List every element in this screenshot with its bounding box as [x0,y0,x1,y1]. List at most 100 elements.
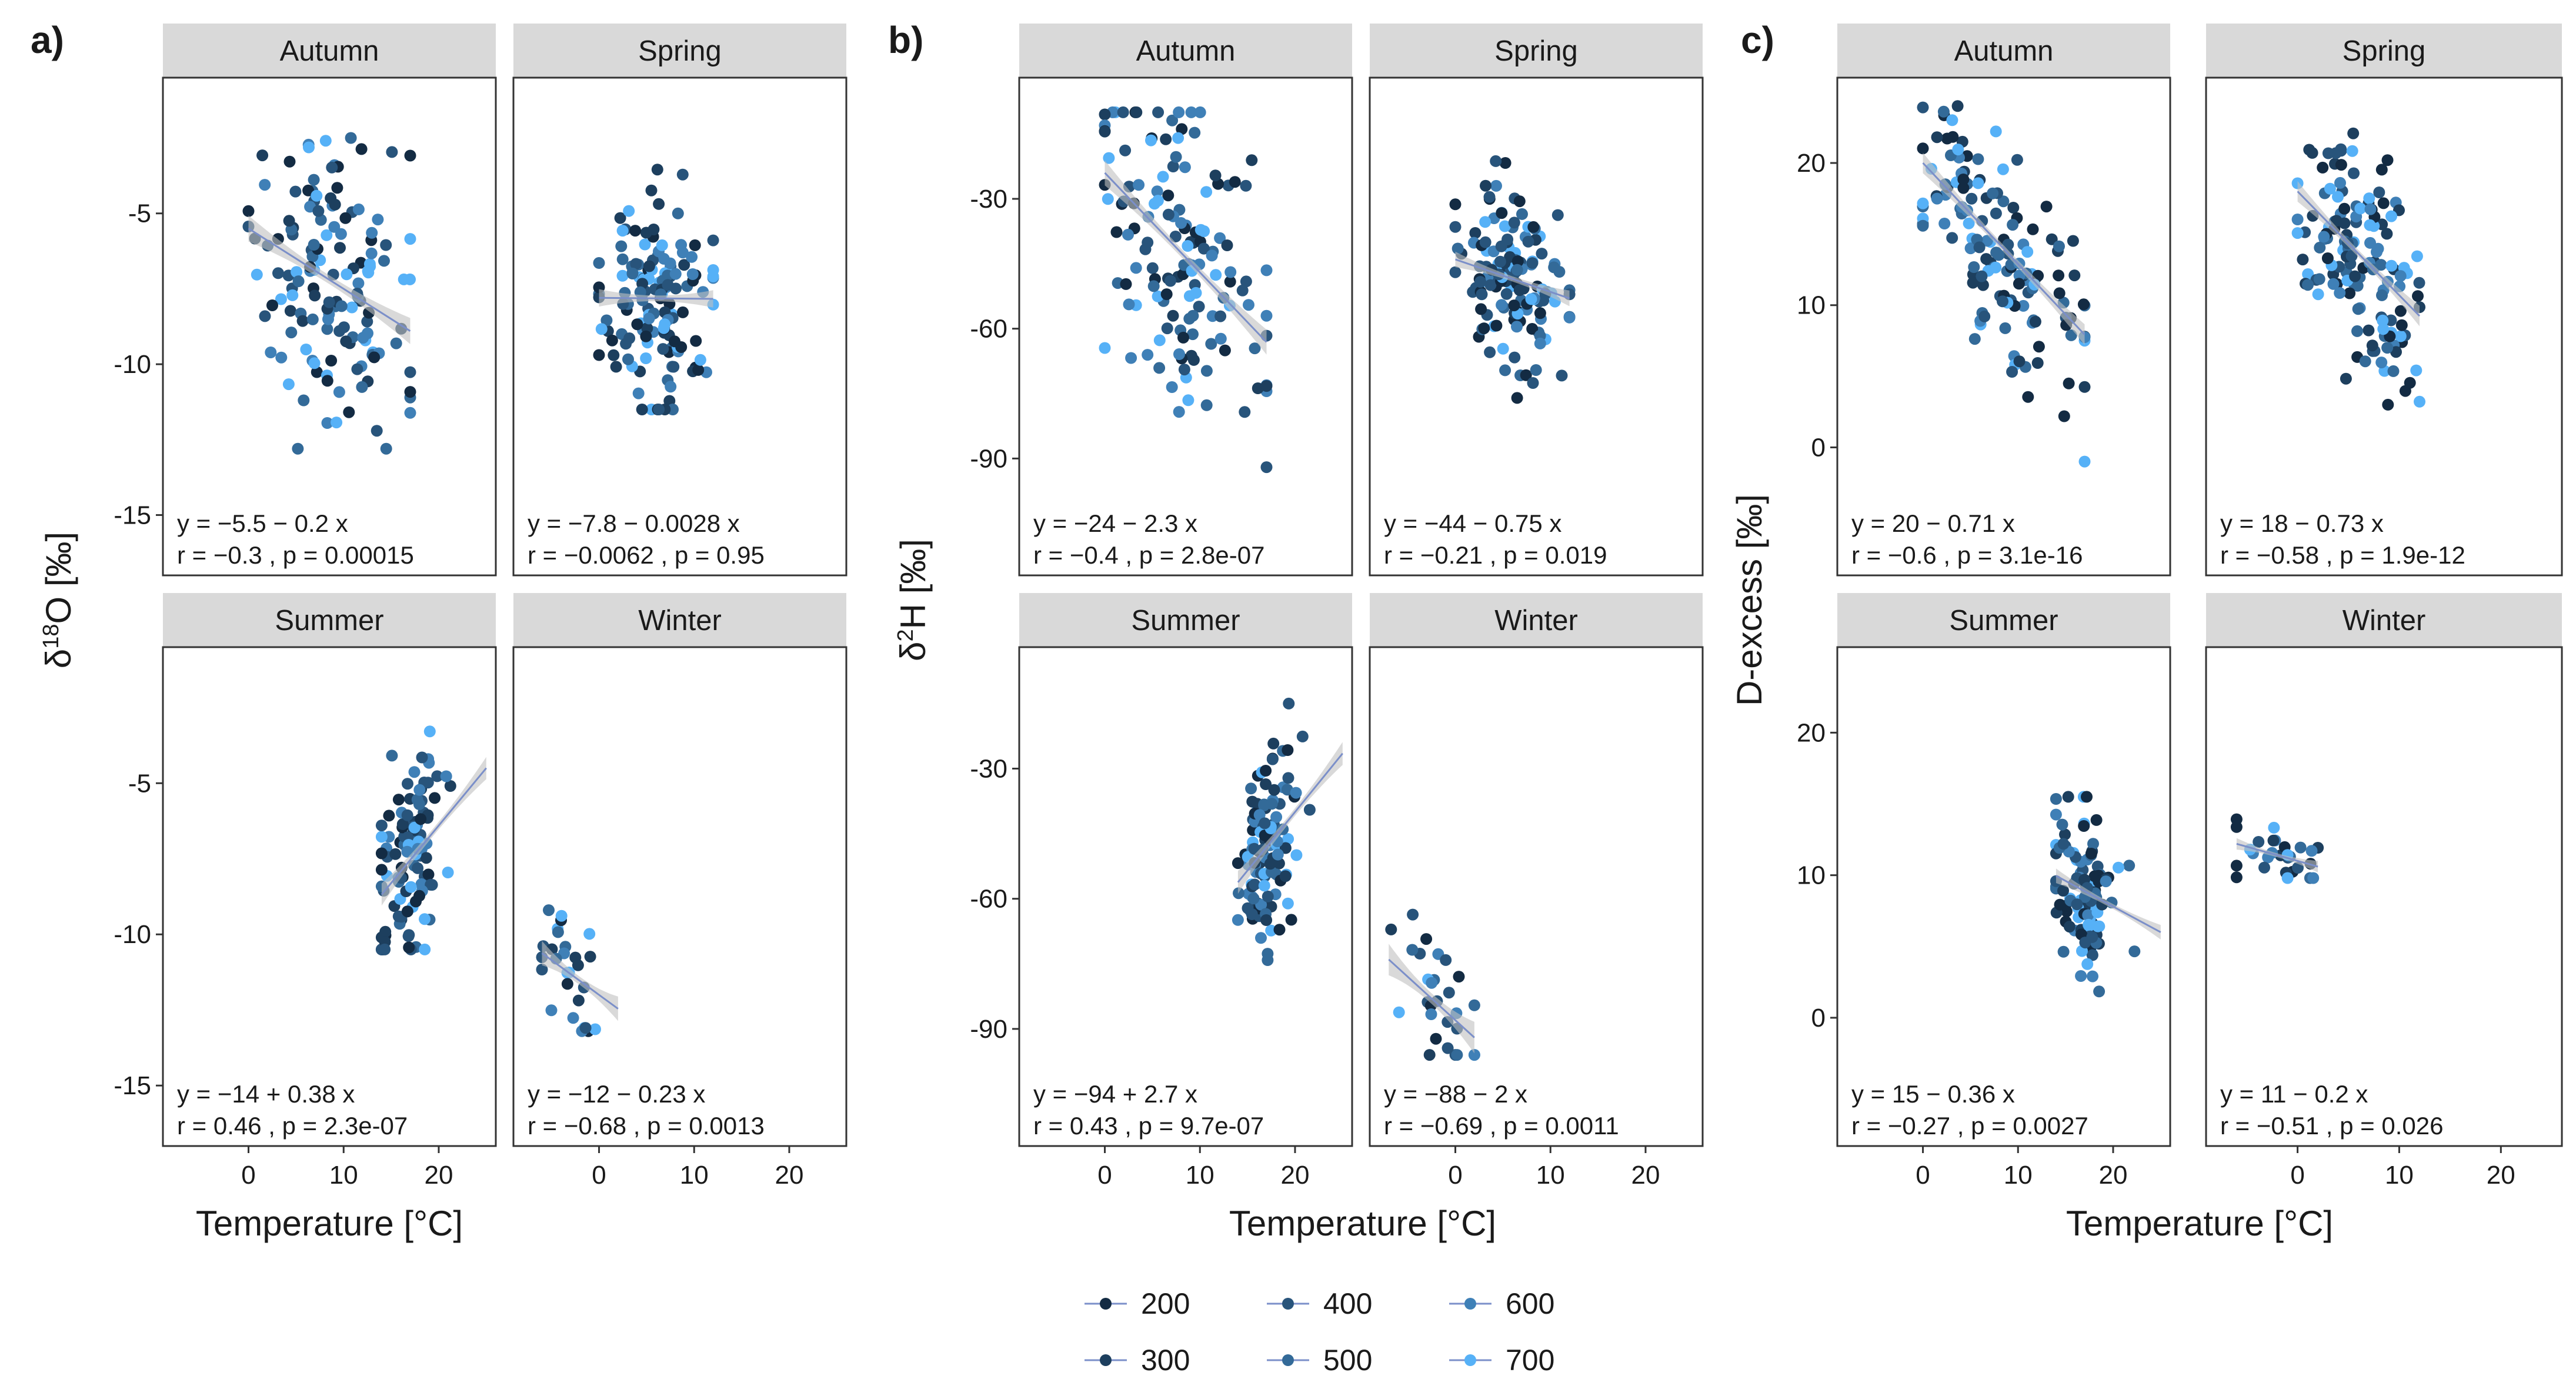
regression-equation: y = 20 − 0.71 x [1851,509,2015,537]
y-axis-title-text: δ18O [‰] [39,532,78,668]
data-point [622,353,634,365]
data-point [401,809,413,821]
data-point [425,878,437,891]
data-point [2053,269,2065,282]
y-tick-label: -90 [970,1015,1007,1044]
data-point [1499,220,1511,232]
data-point [567,1012,579,1024]
data-point [2081,958,2094,970]
data-point [1563,311,1576,324]
data-point [1123,298,1135,311]
data-point [593,349,605,361]
data-point [1385,923,1397,935]
regression-equation: y = −14 + 0.38 x [177,1080,355,1108]
data-point [1219,344,1231,357]
data-point [338,321,350,334]
data-point [334,242,346,254]
data-point [401,845,413,858]
data-point [1245,782,1257,795]
data-point [356,381,368,393]
data-point [1973,241,1986,254]
data-point [308,174,320,186]
data-point [2349,270,2361,282]
data-point [1187,328,1199,341]
regression-stats: r = 0.43 , p = 9.7e-07 [1033,1112,1264,1140]
data-point [328,221,341,233]
regression-equation: y = −24 − 2.3 x [1033,509,1197,537]
data-point [589,1023,601,1035]
x-axis-title: Temperature [°C] [2066,1204,2333,1243]
facet-strip-label: Spring [1494,35,1578,67]
data-point [1099,108,1111,121]
data-point [1247,892,1260,905]
data-point [383,810,395,822]
x-tick-label: 10 [329,1161,358,1190]
data-point [545,1004,558,1017]
facet-panel [512,646,847,1147]
data-point [593,257,605,269]
data-point [275,351,288,364]
data-point [1952,144,1964,156]
data-point [2033,341,2045,353]
facet-strip-label: Autumn [1136,35,1236,67]
data-point [1110,226,1123,238]
data-point [423,725,436,738]
facet-strip [513,593,846,647]
data-point [536,964,548,975]
data-point [1147,280,1160,292]
data-point [272,267,284,279]
data-point [2075,970,2087,982]
data-point [569,951,582,964]
data-point [2381,342,2394,354]
data-point [2013,355,2026,368]
data-point [413,890,425,902]
data-point [1449,198,1461,211]
data-point [1239,406,1251,418]
data-point [2059,828,2071,841]
data-point [1449,221,1461,233]
data-point [1525,293,1537,305]
data-point [2090,814,2103,826]
data-point [1990,125,2002,138]
data-point [2071,898,2083,911]
x-tick-label: 20 [2098,1161,2127,1190]
data-point [1229,176,1241,188]
data-point [2317,161,2329,174]
data-point [333,386,345,398]
data-point [1185,106,1197,118]
data-point [2351,325,2363,337]
data-point [1407,908,1419,921]
data-point [1200,365,1213,377]
data-point [2092,920,2104,932]
data-point [1480,179,1491,192]
data-point [659,318,671,331]
data-point [1509,351,1521,364]
data-point [2377,323,2390,335]
data-point [2371,246,2383,258]
data-point [2377,314,2389,327]
data-point [2366,339,2378,352]
data-point [1484,279,1497,291]
data-point [1279,842,1292,854]
data-point [1997,195,2010,208]
data-point [2359,355,2371,368]
data-point [648,224,660,235]
data-point [2313,273,2325,285]
data-point [672,207,684,219]
data-point [1197,242,1210,255]
data-point [1508,216,1520,229]
data-point [675,239,688,251]
facet-panel [162,646,497,1147]
data-point [610,361,622,373]
data-point [1258,880,1270,892]
data-point [285,327,298,339]
data-point [1393,1006,1405,1018]
data-point [1946,232,1958,244]
data-point [2363,192,2375,205]
data-point [1553,266,1566,278]
data-point [275,293,287,305]
data-point [1166,381,1178,393]
data-point [1103,152,1115,164]
facet-winter: Winter y = 11 − 0.2 x r = −0.51 , p = 0.02… [2205,593,2563,1190]
data-point [403,929,415,941]
